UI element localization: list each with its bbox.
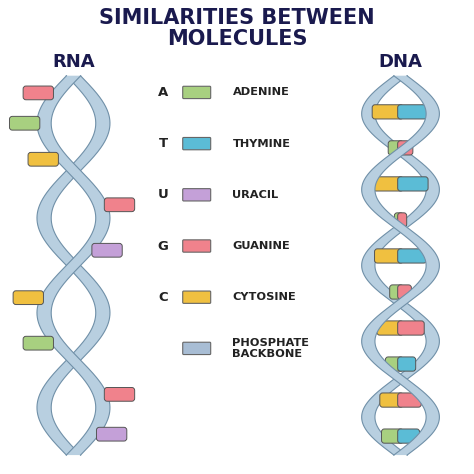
FancyBboxPatch shape [183,137,211,150]
Text: GUANINE: GUANINE [233,241,290,251]
FancyBboxPatch shape [104,198,135,211]
FancyBboxPatch shape [23,86,54,100]
FancyBboxPatch shape [398,429,419,443]
Text: SIMILARITIES BETWEEN: SIMILARITIES BETWEEN [99,8,375,28]
FancyBboxPatch shape [183,86,211,99]
Text: URACIL: URACIL [233,190,279,200]
FancyBboxPatch shape [398,321,424,335]
FancyBboxPatch shape [104,388,135,401]
Text: U: U [157,188,168,201]
FancyBboxPatch shape [377,321,403,335]
FancyBboxPatch shape [183,189,211,201]
FancyBboxPatch shape [394,213,403,227]
FancyBboxPatch shape [398,393,421,407]
FancyBboxPatch shape [382,429,403,443]
FancyBboxPatch shape [373,177,403,191]
FancyBboxPatch shape [388,141,403,155]
Text: T: T [159,137,168,150]
FancyBboxPatch shape [385,357,403,371]
FancyBboxPatch shape [13,291,44,305]
FancyBboxPatch shape [183,240,211,252]
FancyBboxPatch shape [390,285,403,299]
Text: THYMINE: THYMINE [233,138,291,149]
Text: A: A [158,86,168,99]
Text: DNA: DNA [379,53,422,71]
FancyBboxPatch shape [398,141,413,155]
FancyBboxPatch shape [28,152,58,166]
Text: RNA: RNA [52,53,95,71]
FancyBboxPatch shape [9,116,40,130]
FancyBboxPatch shape [398,249,427,263]
FancyBboxPatch shape [183,342,211,355]
FancyBboxPatch shape [398,105,429,119]
Text: MOLECULES: MOLECULES [167,29,307,49]
FancyBboxPatch shape [92,243,122,257]
FancyBboxPatch shape [23,337,54,350]
Polygon shape [362,76,439,455]
FancyBboxPatch shape [398,285,411,299]
FancyBboxPatch shape [380,393,403,407]
FancyBboxPatch shape [374,249,403,263]
Polygon shape [362,76,439,455]
Text: CYTOSINE: CYTOSINE [233,292,296,302]
FancyBboxPatch shape [372,105,403,119]
Polygon shape [37,76,110,455]
Text: PHOSPHATE
BACKBONE: PHOSPHATE BACKBONE [233,337,310,359]
FancyBboxPatch shape [183,291,211,303]
FancyBboxPatch shape [97,428,127,441]
FancyBboxPatch shape [398,177,428,191]
Text: G: G [157,239,168,253]
Text: C: C [159,291,168,304]
FancyBboxPatch shape [398,357,416,371]
Polygon shape [37,76,110,455]
Text: ADENINE: ADENINE [233,87,289,98]
FancyBboxPatch shape [398,213,407,227]
